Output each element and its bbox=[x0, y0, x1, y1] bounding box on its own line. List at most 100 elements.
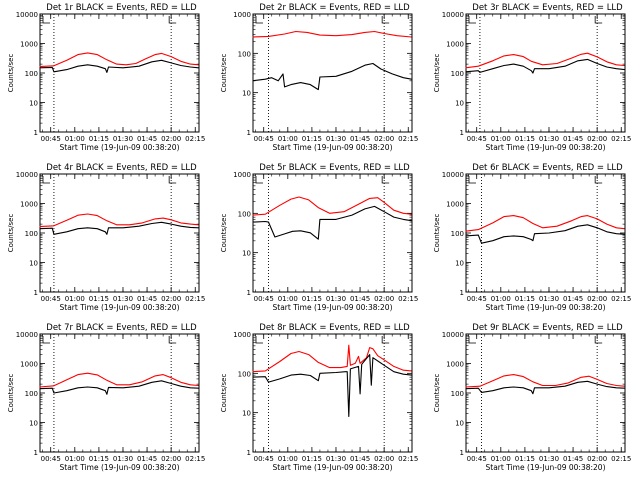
x-tick-label: 00:45 bbox=[467, 455, 487, 463]
plot-frame bbox=[39, 13, 200, 133]
x-tick-label: 02:00 bbox=[587, 135, 607, 143]
corner-mark-right bbox=[168, 176, 177, 184]
panel-det-5r: Det 5r BLACK = Events, RED = LLD 1 10 100 10… bbox=[220, 163, 418, 312]
x-tick-label: 02:15 bbox=[185, 295, 205, 303]
panel-det-4r: Det 4r BLACK = Events, RED = LLD 1 10 100 10… bbox=[7, 163, 205, 312]
y-tick-label: 10 bbox=[455, 100, 464, 108]
x-tick-label: 01:15 bbox=[515, 135, 535, 143]
x-tick-label: 00:45 bbox=[254, 135, 274, 143]
y-tick-label: 100 bbox=[238, 370, 251, 378]
corner-mark-left bbox=[42, 336, 50, 344]
corner-mark-left bbox=[42, 16, 50, 24]
y-tick-label: 1 bbox=[247, 449, 251, 457]
panel-det-6r: Det 6r BLACK = Events, RED = LLD 1 10 100 10… bbox=[433, 163, 631, 312]
x-tick-label: 01:45 bbox=[137, 135, 157, 143]
x-tick-label: 02:15 bbox=[398, 455, 418, 463]
y-tick-label: 10000 bbox=[442, 11, 464, 19]
x-tick-label: 01:00 bbox=[65, 135, 85, 143]
x-tick-label: 02:00 bbox=[374, 135, 394, 143]
panel-title: Det 8r BLACK = Events, RED = LLD bbox=[259, 323, 410, 333]
plot-frame bbox=[465, 333, 626, 453]
x-tick-label: 01:15 bbox=[515, 455, 535, 463]
series-line-lld bbox=[39, 213, 199, 228]
y-tick-label: 10 bbox=[29, 420, 38, 428]
x-axis-label: Start Time (19-Jun-09 00:38:20) bbox=[60, 303, 180, 312]
y-tick-label: 100 bbox=[238, 210, 251, 218]
corner-mark-right bbox=[168, 336, 177, 344]
x-tick-label: 00:45 bbox=[254, 295, 274, 303]
x-tick-label: 01:30 bbox=[326, 135, 346, 143]
x-tick-label: 01:30 bbox=[326, 455, 346, 463]
x-tick-label: 02:00 bbox=[587, 455, 607, 463]
x-tick-label: 02:15 bbox=[398, 135, 418, 143]
y-tick-label: 100 bbox=[25, 70, 38, 78]
series-line-events bbox=[39, 380, 199, 395]
series-line-events bbox=[252, 62, 412, 91]
series-line-events bbox=[39, 221, 199, 235]
x-tick-label: 01:00 bbox=[491, 135, 511, 143]
series-line-lld bbox=[252, 344, 412, 373]
x-tick-label: 02:00 bbox=[161, 455, 181, 463]
x-tick-label: 01:00 bbox=[491, 295, 511, 303]
x-tick-label: 02:00 bbox=[161, 135, 181, 143]
x-tick-label: 02:15 bbox=[398, 295, 418, 303]
y-tick-label: 10 bbox=[242, 250, 251, 258]
y-axis-label: Counts/sec bbox=[7, 374, 15, 413]
x-tick-label: 00:45 bbox=[254, 455, 274, 463]
x-tick-label: 01:45 bbox=[137, 455, 157, 463]
x-tick-label: 01:45 bbox=[350, 135, 370, 143]
y-tick-label: 10000 bbox=[442, 331, 464, 339]
x-tick-label: 01:45 bbox=[563, 295, 583, 303]
y-tick-label: 1000 bbox=[233, 331, 251, 339]
x-tick-label: 02:15 bbox=[185, 135, 205, 143]
panel-title: Det 1r BLACK = Events, RED = LLD bbox=[46, 3, 197, 13]
x-tick-label: 01:00 bbox=[278, 455, 298, 463]
y-tick-label: 10 bbox=[242, 90, 251, 98]
panel-det-2r: Det 2r BLACK = Events, RED = LLD 1 10 100 10… bbox=[220, 3, 418, 152]
y-tick-label: 10000 bbox=[16, 171, 38, 179]
y-tick-label: 10000 bbox=[442, 171, 464, 179]
y-tick-label: 10000 bbox=[16, 11, 38, 19]
plot-frame bbox=[39, 333, 200, 453]
y-tick-label: 1 bbox=[34, 129, 38, 137]
panel-det-9r: Det 9r BLACK = Events, RED = LLD 1 10 100 10… bbox=[433, 323, 631, 472]
x-tick-label: 01:45 bbox=[350, 455, 370, 463]
y-tick-label: 10 bbox=[29, 100, 38, 108]
x-tick-label: 01:15 bbox=[515, 295, 535, 303]
corner-mark-left bbox=[468, 176, 476, 184]
x-tick-label: 01:30 bbox=[539, 455, 559, 463]
y-tick-label: 1 bbox=[247, 129, 251, 137]
x-tick-label: 02:00 bbox=[374, 295, 394, 303]
y-tick-label: 1000 bbox=[233, 171, 251, 179]
y-tick-label: 1000 bbox=[20, 361, 38, 369]
corner-mark-left bbox=[468, 336, 476, 344]
x-tick-label: 01:15 bbox=[302, 455, 322, 463]
x-tick-label: 01:00 bbox=[491, 455, 511, 463]
series-line-events bbox=[252, 205, 412, 240]
x-tick-label: 02:15 bbox=[611, 295, 631, 303]
y-tick-label: 1 bbox=[460, 129, 464, 137]
plot-frame bbox=[252, 173, 413, 293]
y-axis-label: Counts/sec bbox=[433, 54, 441, 93]
series-line-lld bbox=[252, 30, 412, 38]
x-tick-label: 00:45 bbox=[41, 135, 61, 143]
x-tick-label: 02:15 bbox=[185, 455, 205, 463]
y-tick-label: 1000 bbox=[20, 41, 38, 49]
series-line-events bbox=[465, 58, 625, 74]
series-line-events bbox=[465, 380, 625, 395]
x-axis-label: Start Time (19-Jun-09 00:38:20) bbox=[273, 143, 393, 152]
y-axis-label: Counts/sec bbox=[7, 214, 15, 253]
x-tick-label: 02:00 bbox=[161, 295, 181, 303]
x-axis-label: Start Time (19-Jun-09 00:38:20) bbox=[273, 463, 393, 472]
x-tick-label: 01:30 bbox=[113, 455, 133, 463]
x-tick-label: 00:45 bbox=[41, 295, 61, 303]
corner-mark-left bbox=[255, 176, 263, 184]
panel-title: Det 5r BLACK = Events, RED = LLD bbox=[259, 163, 410, 173]
y-tick-label: 1000 bbox=[20, 201, 38, 209]
corner-mark-right bbox=[168, 16, 177, 24]
y-tick-label: 1 bbox=[34, 289, 38, 297]
x-axis-label: Start Time (19-Jun-09 00:38:20) bbox=[273, 303, 393, 312]
series-line-events bbox=[252, 354, 412, 418]
x-tick-label: 02:15 bbox=[611, 455, 631, 463]
